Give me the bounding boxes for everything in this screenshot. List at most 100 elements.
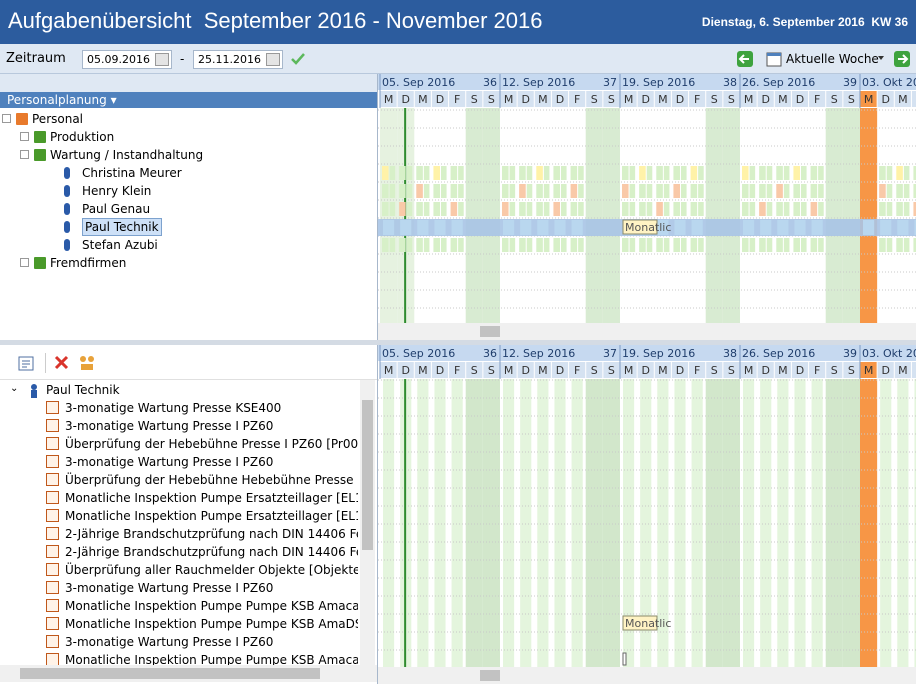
- day-label: F: [814, 93, 820, 106]
- horizontal-scrollbar[interactable]: [0, 665, 377, 682]
- availability-block: [903, 166, 910, 180]
- scroll-thumb: [480, 670, 500, 681]
- to-date[interactable]: 25.11.2016: [193, 50, 283, 69]
- availability-block: [749, 202, 756, 216]
- day-label: S: [831, 364, 838, 377]
- day-header: [877, 91, 894, 107]
- from-date[interactable]: 05.09.2016: [82, 50, 172, 69]
- day-header: [449, 91, 466, 107]
- day-header: [843, 91, 860, 107]
- day-column: [674, 379, 686, 667]
- availability-block: [561, 238, 567, 252]
- view-selector[interactable]: Aktuelle Woche: [786, 52, 879, 66]
- availability-block: [818, 184, 824, 198]
- availability-block: [389, 184, 396, 198]
- tree-icon: [34, 149, 46, 161]
- availability-block: [406, 202, 413, 216]
- day-header: [877, 362, 894, 378]
- scroll-thumb[interactable]: [20, 668, 320, 679]
- next-button[interactable]: [894, 51, 910, 67]
- day-column: [777, 379, 789, 667]
- day-header: [500, 91, 517, 107]
- day-label: M: [624, 93, 634, 106]
- day-label: D: [676, 93, 684, 106]
- vertical-scrollbar[interactable]: [360, 380, 375, 665]
- availability-block: [698, 184, 704, 198]
- calendar-button[interactable]: [266, 53, 280, 66]
- selected-day: [743, 220, 755, 235]
- availability-block: [879, 238, 886, 252]
- availability-block: [681, 166, 687, 180]
- window-title: Aufgabenübersicht September 2016 - Novem…: [8, 8, 543, 33]
- planning-title-text: Personalplanung: [7, 93, 107, 107]
- availability-block: [639, 202, 646, 216]
- arrow-icon: [738, 54, 749, 64]
- availability-block: [690, 166, 698, 180]
- availability-block: [913, 184, 916, 198]
- day-column: [691, 379, 703, 667]
- availability-block: [570, 184, 578, 198]
- group-button[interactable]: [78, 354, 96, 372]
- delete-button[interactable]: [54, 355, 70, 371]
- tree-icon: [34, 131, 46, 143]
- panel-header-pad: [0, 74, 377, 92]
- task-item: Monatliche Inspektion Pumpe Ersatzteilla…: [65, 491, 358, 505]
- edit-button[interactable]: [18, 354, 36, 372]
- availability-block: [578, 184, 584, 198]
- collapse-caret[interactable]: ⌄: [10, 383, 19, 394]
- timeline-top: 05. Sep 2016 36 12. Sep 2016 37 19. Sep 2016…: [378, 74, 916, 340]
- day-header: [671, 362, 689, 378]
- day-column: [503, 379, 515, 667]
- availability-block: [886, 166, 893, 180]
- day-label: F: [694, 93, 700, 106]
- availability-block: [793, 184, 800, 198]
- task-item: 2-Jährige Brandschutzprüfung nach DIN 14…: [65, 545, 358, 559]
- day-column: [640, 379, 652, 667]
- task-checkbox: [46, 581, 59, 594]
- tree-item[interactable]: Paul Technik: [82, 218, 162, 236]
- arrow-icon: [898, 54, 909, 64]
- availability-block: [896, 202, 903, 216]
- day-header: [466, 362, 483, 378]
- week-label: 05. Sep 2016: [382, 76, 455, 89]
- task-checkbox: [46, 455, 59, 468]
- day-header: [774, 362, 791, 378]
- day-header: [809, 362, 826, 378]
- availability-block: [502, 202, 509, 216]
- availability-block: [450, 166, 458, 180]
- day-label: D: [881, 93, 889, 106]
- availability-block: [526, 184, 533, 198]
- day-column: [554, 379, 566, 667]
- tree-item: Personal: [32, 112, 84, 126]
- availability-block: [656, 202, 663, 216]
- availability-block: [913, 202, 916, 216]
- day-label: F: [574, 364, 580, 377]
- scroll-thumb[interactable]: [362, 400, 373, 550]
- day-label: S: [848, 364, 855, 377]
- task-item: Monatliche Inspektion Pumpe Ersatzteilla…: [65, 509, 358, 523]
- week-label: 05. Sep 2016: [382, 347, 455, 360]
- week-label: 19. Sep 2016: [622, 76, 695, 89]
- splitter[interactable]: [0, 340, 916, 345]
- prev-button[interactable]: [737, 51, 753, 67]
- planning-title[interactable]: Personalplanung ▾: [0, 92, 377, 108]
- selected-day: [417, 220, 429, 235]
- day-header: [397, 91, 414, 107]
- availability-block: [543, 166, 550, 180]
- tree-item: Stefan Azubi: [82, 238, 158, 252]
- availability-block: [749, 238, 756, 252]
- availability-block: [810, 166, 818, 180]
- availability-block: [553, 166, 560, 180]
- day-header: [654, 362, 671, 378]
- dropdown-arrow[interactable]: [878, 56, 886, 62]
- availability-block: [458, 184, 464, 198]
- availability-block: [509, 184, 516, 198]
- day-header: [551, 362, 569, 378]
- apply-check[interactable]: [290, 51, 306, 67]
- calendar-button[interactable]: [155, 53, 169, 66]
- task-item: Überprüfung aller Rauchmelder Objekte [O…: [65, 563, 358, 577]
- check-icon: [291, 53, 305, 65]
- availability-block: [441, 238, 447, 252]
- tree-icon: [34, 257, 46, 269]
- availability-block: [561, 202, 567, 216]
